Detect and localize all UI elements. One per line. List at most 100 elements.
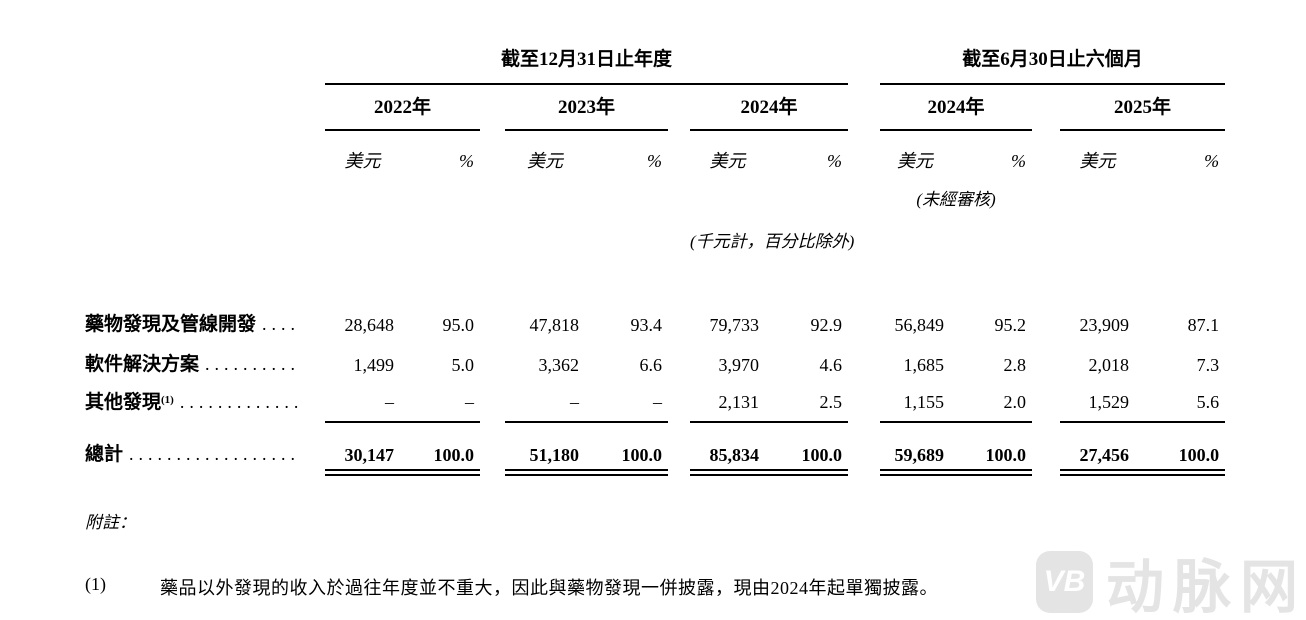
section-header-interim: 截至6月30日止六個月	[880, 42, 1226, 85]
double-rule	[400, 469, 480, 476]
currency-percent-header-row: 美元 % 美元 % 美元 % 美元 % 美元 %	[85, 130, 1225, 174]
unit-note: (千元計，百分比除外)	[690, 232, 855, 252]
row-label: 藥物發現及管線開發	[85, 314, 257, 336]
year-header-2024-interim: 2024年	[880, 84, 1033, 131]
double-rule	[690, 469, 765, 476]
usd-header: 美元	[1079, 151, 1116, 172]
dot-leader	[205, 354, 301, 375]
unaudited-note: (未經審核)	[916, 190, 996, 210]
dot-leader	[129, 444, 301, 465]
value-cell: 2,018	[1088, 355, 1130, 376]
value-cell: 47,818	[529, 315, 580, 336]
total-value-cell: 27,456	[1079, 445, 1130, 466]
usd-header: 美元	[344, 151, 381, 172]
percent-header: %	[827, 151, 843, 172]
value-cell: 5.6	[1135, 376, 1226, 423]
total-value-cell: 85,834	[709, 445, 760, 466]
double-rule	[505, 469, 585, 476]
total-value-cell: 100.0	[985, 445, 1027, 466]
note-item: (1) 藥品以外發現的收入於過往年度並不重大，因此與藥物發現一併披露，現由202…	[85, 574, 1306, 600]
percent-header: %	[1011, 151, 1027, 172]
value-cell: 6.6	[639, 355, 663, 376]
year-header-row: 2022年 2023年 2024年 2024年 2025年	[85, 84, 1226, 131]
double-rule	[950, 469, 1033, 476]
total-value-cell: 100.0	[1178, 445, 1220, 466]
total-value-cell: 51,180	[529, 445, 580, 466]
watermark-brand-text: 动脉网	[1106, 555, 1306, 620]
value-cell: 95.2	[994, 315, 1027, 336]
value-cell: 95.0	[442, 315, 475, 336]
value-cell: –	[505, 376, 585, 423]
value-cell: 1,155	[880, 376, 951, 423]
value-cell: 93.4	[630, 315, 663, 336]
double-rule	[585, 469, 668, 476]
percent-header: %	[1204, 151, 1220, 172]
year-header-2022: 2022年	[325, 84, 480, 131]
vcbeat-watermark: VB 动脉网	[1036, 540, 1306, 620]
value-cell: 2,131	[690, 376, 765, 423]
year-header-2025-interim: 2025年	[1060, 84, 1226, 131]
value-cell: –	[400, 376, 480, 423]
value-cell: 79,733	[709, 315, 760, 336]
unaudited-note-row: (未經審核)	[85, 174, 1225, 210]
section-header-annual: 截至12月31日止年度	[325, 42, 849, 85]
notes-section: 附註： (1) 藥品以外發現的收入於過往年度並不重大，因此與藥物發現一併披露，現…	[85, 508, 1306, 600]
double-rule	[325, 469, 400, 476]
double-rule	[880, 469, 951, 476]
table-row-total: 總計 30,147 100.0 51,180 100.0 85,834 100.…	[85, 422, 1225, 466]
dot-leader	[180, 392, 301, 413]
value-cell: 2.8	[1003, 355, 1027, 376]
value-cell: 28,648	[344, 315, 395, 336]
value-cell: –	[325, 376, 400, 423]
value-cell: 7.3	[1196, 355, 1220, 376]
value-cell: –	[585, 376, 668, 423]
vb-logo-monogram: VB	[1043, 565, 1086, 598]
total-value-cell: 100.0	[433, 445, 475, 466]
value-cell: 1,685	[903, 355, 945, 376]
vb-logo-icon: VB	[1036, 551, 1093, 613]
spacer-row	[85, 252, 1225, 296]
value-cell: 2.5	[765, 376, 849, 423]
double-rule-row	[85, 466, 1226, 482]
footnote-marker: (1)	[161, 394, 174, 407]
usd-header: 美元	[897, 151, 934, 172]
table-row-other-discovery: 其他發現(1) – – – – 2,131 2.5 1,155 2.0 1,52…	[85, 376, 1226, 423]
value-cell: 56,849	[894, 315, 945, 336]
double-rule	[1060, 469, 1136, 476]
value-cell: 4.6	[819, 355, 843, 376]
total-label: 總計	[85, 444, 124, 466]
total-value-cell: 100.0	[801, 445, 843, 466]
percent-header: %	[647, 151, 662, 172]
total-value-cell: 59,689	[894, 445, 945, 466]
value-cell: 5.0	[451, 355, 475, 376]
section-header-row: 截至12月31日止年度 截至6月30日止六個月	[85, 42, 1226, 85]
note-text: 藥品以外發現的收入於過往年度並不重大，因此與藥物發現一併披露，現由2024年起單…	[160, 578, 938, 598]
value-cell: 23,909	[1079, 315, 1130, 336]
row-label: 其他發現	[85, 392, 162, 414]
year-header-2023: 2023年	[505, 84, 668, 131]
dot-leader	[262, 314, 301, 335]
value-cell: 2.0	[950, 376, 1033, 423]
year-header-2024: 2024年	[690, 84, 849, 131]
note-marker: (1)	[85, 574, 106, 594]
double-rule	[765, 469, 849, 476]
total-value-cell: 30,147	[344, 445, 395, 466]
value-cell: 1,529	[1060, 376, 1136, 423]
value-cell: 3,970	[718, 355, 760, 376]
value-cell: 1,499	[353, 355, 395, 376]
table-row-drug-discovery: 藥物發現及管線開發 28,648 95.0 47,818 93.4 79,733…	[85, 296, 1225, 336]
unit-note-row: (千元計，百分比除外)	[85, 210, 1225, 252]
table-row-software-solutions: 軟件解決方案 1,499 5.0 3,362 6.6 3,970 4.6 1,6…	[85, 336, 1225, 376]
usd-header: 美元	[527, 151, 563, 172]
revenue-breakdown-table: 截至12月31日止年度 截至6月30日止六個月 2022年 2023年 2024…	[85, 42, 1226, 482]
total-value-cell: 100.0	[621, 445, 663, 466]
usd-header: 美元	[709, 151, 746, 172]
value-cell: 87.1	[1187, 315, 1220, 336]
value-cell: 3,362	[538, 355, 580, 376]
row-label: 軟件解決方案	[85, 354, 200, 376]
notes-heading: 附註：	[85, 513, 136, 532]
percent-header: %	[459, 151, 474, 172]
value-cell: 92.9	[810, 315, 843, 336]
double-rule	[1135, 469, 1226, 476]
